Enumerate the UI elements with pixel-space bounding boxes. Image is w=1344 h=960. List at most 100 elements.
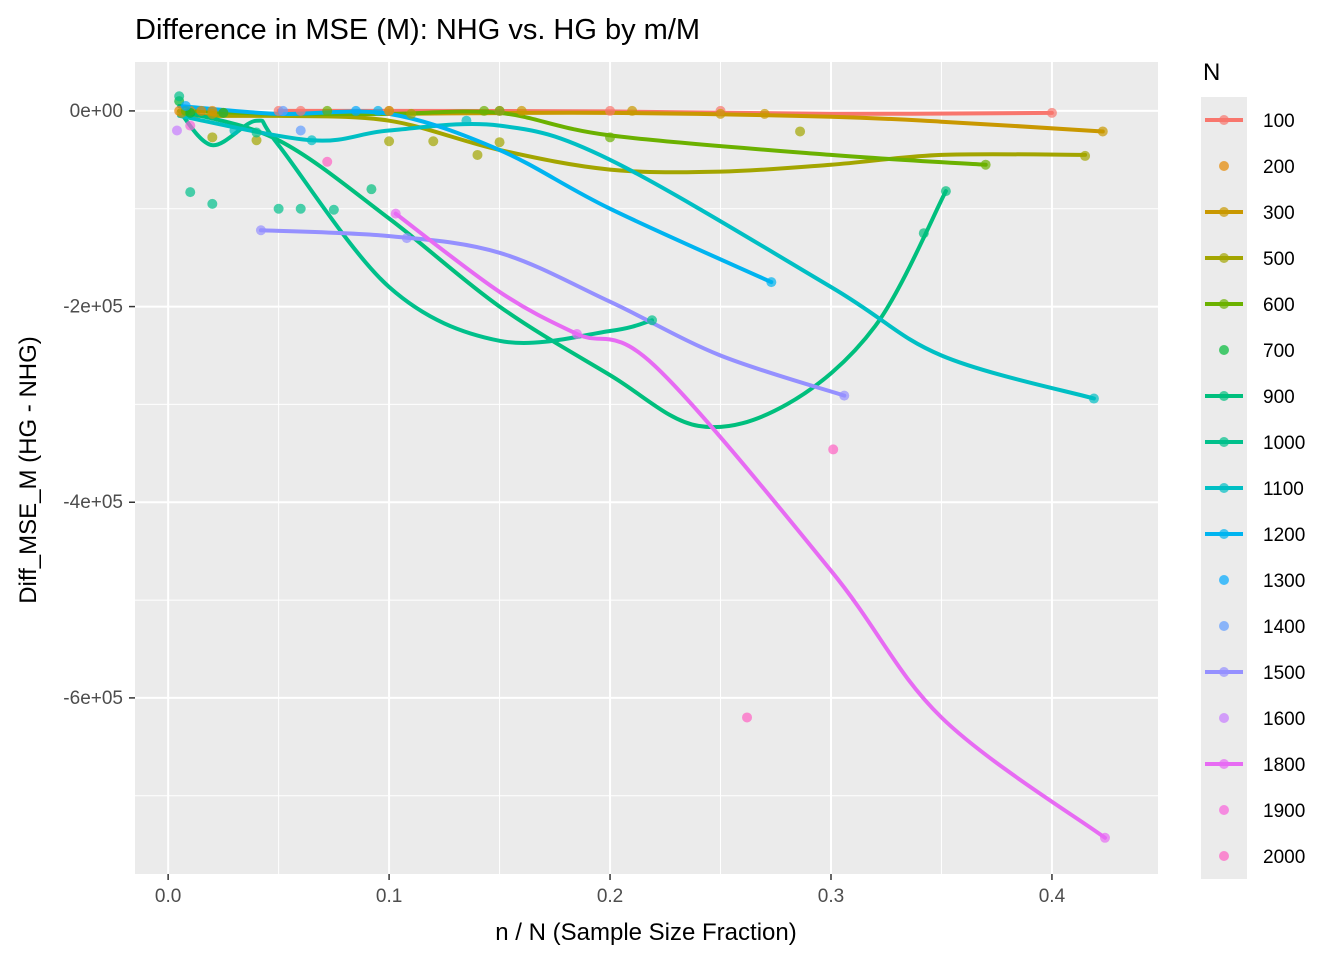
point-300-2	[384, 105, 395, 116]
point-1500-2	[839, 390, 850, 401]
point-1300-1	[350, 105, 361, 116]
point-1000-5	[295, 203, 306, 214]
legend-item-1300: 1300	[1219, 571, 1305, 592]
legend-label-100: 100	[1263, 111, 1295, 132]
legend-label-1500: 1500	[1263, 663, 1305, 684]
legend-item-700: 700	[1219, 341, 1295, 362]
plot-panel	[135, 62, 1158, 874]
point-1100-3	[1088, 393, 1099, 404]
legend-item-1400: 1400	[1219, 617, 1305, 638]
legend-point-100	[1219, 115, 1229, 125]
series-line-500	[210, 113, 1088, 175]
legend-label-1400: 1400	[1263, 617, 1305, 638]
y-tick-label-3: -6e+05	[63, 688, 123, 709]
point-300-4	[627, 105, 638, 116]
x-tick-label-1: 0.1	[376, 886, 402, 907]
legend-label-900: 900	[1263, 387, 1295, 408]
chart-title: Difference in MSE (M): NHG vs. HG by m/M	[135, 14, 700, 46]
point-600-2	[479, 105, 490, 116]
point-1000-4	[273, 203, 284, 214]
point-500-4	[428, 136, 439, 147]
series-line-1500	[258, 228, 847, 398]
point-1200-1	[766, 277, 777, 288]
x-tick-label-4: 0.4	[1039, 886, 1066, 907]
x-tick-label-2: 0.2	[597, 886, 623, 907]
legend-item-1500: 1500	[1205, 663, 1305, 684]
legend-item-300: 300	[1205, 203, 1295, 224]
legend-item-100: 100	[1205, 111, 1295, 132]
series-line-1800	[393, 211, 1107, 840]
legend-label-1200: 1200	[1263, 525, 1305, 546]
legend-item-600: 600	[1205, 295, 1295, 316]
point-300-3	[516, 105, 527, 116]
point-1100-0	[229, 125, 240, 136]
legend-label-1300: 1300	[1263, 571, 1305, 592]
legend-label-1800: 1800	[1263, 755, 1305, 776]
series-points	[171, 91, 1110, 843]
legend-label-2000: 2000	[1263, 847, 1305, 868]
point-1500-1	[401, 233, 412, 244]
point-300-5	[715, 108, 726, 119]
series-lines	[177, 104, 1107, 840]
point-1000-7	[647, 315, 658, 326]
legend-point-500	[1219, 253, 1229, 263]
legend-label-1600: 1600	[1263, 709, 1305, 730]
legend-item-1000: 1000	[1205, 433, 1305, 454]
point-100-1	[295, 105, 306, 116]
legend-item-1100: 1100	[1205, 479, 1304, 500]
point-900-0	[366, 184, 377, 195]
legend-item-1200: 1200	[1205, 525, 1305, 546]
legend-label-500: 500	[1263, 249, 1295, 270]
point-2000-1	[742, 712, 753, 723]
point-700-2	[218, 107, 229, 118]
point-500-8	[1080, 150, 1091, 161]
x-axis-title: n / N (Sample Size Fraction)	[495, 919, 796, 946]
legend-item-1600: 1600	[1219, 709, 1305, 730]
legend-item-500: 500	[1205, 249, 1295, 270]
legend-label-1100: 1100	[1263, 479, 1304, 500]
y-axis-title: Diff_MSE_M (HG - NHG)	[15, 336, 42, 604]
legend-point-1400	[1219, 621, 1229, 631]
point-500-0	[207, 132, 218, 143]
point-500-3	[406, 108, 417, 119]
legend-point-700	[1219, 345, 1229, 355]
legend-item-1900: 1900	[1219, 801, 1305, 822]
legend-point-1600	[1219, 713, 1229, 723]
legend-label-200: 200	[1263, 157, 1295, 178]
point-300-1	[207, 108, 218, 119]
legend-point-1000	[1219, 437, 1229, 447]
point-600-4	[605, 132, 616, 143]
series-line-1100	[177, 113, 1096, 401]
legend-label-1900: 1900	[1263, 801, 1305, 822]
point-1800-1	[571, 328, 582, 339]
legend-point-2000	[1219, 851, 1229, 861]
x-tick-label-0: 0.0	[155, 886, 181, 907]
point-1800-0	[390, 208, 401, 219]
point-900-1	[918, 228, 929, 239]
point-2000-2	[828, 444, 839, 455]
legend-point-600	[1219, 299, 1229, 309]
point-1000-6	[328, 204, 339, 215]
legend-point-300	[1219, 207, 1229, 217]
point-1000-2	[207, 198, 218, 209]
legend: N 100 200 300 500 600 700 900 1000 1100 1200 1300 1…	[1201, 59, 1305, 879]
legend-point-1900	[1219, 805, 1229, 815]
point-600-5	[980, 159, 991, 170]
point-1100-1	[306, 135, 317, 146]
point-1000-1	[185, 187, 196, 198]
legend-point-1100	[1219, 483, 1229, 493]
y-tick-label-1: -2e+05	[63, 297, 123, 318]
legend-label-1000: 1000	[1263, 433, 1305, 454]
y-tick-label-2: -4e+05	[63, 492, 123, 513]
legend-item-900: 900	[1205, 387, 1295, 408]
point-1200-0	[373, 105, 384, 116]
legend-item-2000: 2000	[1219, 847, 1305, 868]
point-300-6	[759, 108, 770, 119]
legend-label-300: 300	[1263, 203, 1295, 224]
point-500-5	[472, 149, 483, 160]
legend-point-900	[1219, 391, 1229, 401]
point-1000-3	[251, 127, 262, 138]
point-300-7	[1097, 126, 1108, 137]
point-500-6	[494, 137, 505, 148]
point-500-1	[251, 135, 262, 146]
